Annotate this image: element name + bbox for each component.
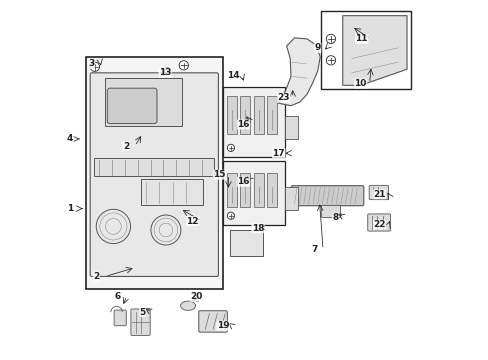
Text: 5: 5: [139, 308, 145, 317]
Bar: [253, 96, 263, 134]
Text: 13: 13: [159, 68, 171, 77]
Text: 11: 11: [355, 35, 367, 44]
Circle shape: [325, 56, 335, 65]
Text: 3: 3: [88, 59, 95, 68]
Bar: [230, 230, 263, 256]
Bar: [267, 173, 277, 207]
Bar: [105, 78, 182, 126]
Bar: [284, 187, 298, 210]
Circle shape: [325, 34, 335, 44]
Polygon shape: [342, 16, 406, 85]
Text: 10: 10: [354, 79, 366, 88]
Text: 7: 7: [310, 245, 317, 254]
FancyBboxPatch shape: [90, 73, 218, 276]
Bar: [240, 96, 250, 134]
Text: 16: 16: [237, 120, 249, 129]
FancyBboxPatch shape: [198, 311, 227, 332]
Circle shape: [227, 144, 234, 152]
Bar: [226, 173, 236, 207]
Text: 12: 12: [186, 217, 199, 226]
FancyBboxPatch shape: [131, 309, 150, 336]
Polygon shape: [278, 38, 320, 106]
Text: 17: 17: [272, 149, 285, 158]
Text: 9: 9: [314, 43, 320, 52]
Bar: [253, 173, 263, 207]
Text: 18: 18: [251, 224, 264, 233]
Bar: [223, 87, 284, 157]
Circle shape: [151, 215, 181, 245]
FancyBboxPatch shape: [368, 185, 387, 200]
Text: 15: 15: [213, 170, 225, 179]
Text: 2: 2: [93, 272, 99, 281]
Bar: [267, 96, 277, 134]
Bar: [94, 158, 214, 176]
Text: 19: 19: [216, 321, 229, 330]
Text: 16: 16: [237, 177, 249, 186]
Circle shape: [227, 212, 234, 219]
Bar: [223, 161, 284, 225]
Text: 6: 6: [114, 292, 121, 301]
Circle shape: [179, 61, 188, 70]
Circle shape: [90, 62, 99, 71]
Bar: [85, 57, 223, 289]
Bar: [226, 96, 236, 134]
FancyBboxPatch shape: [321, 205, 340, 217]
Text: 8: 8: [332, 213, 338, 222]
Ellipse shape: [180, 301, 195, 310]
Text: 22: 22: [372, 220, 385, 229]
FancyBboxPatch shape: [107, 88, 157, 123]
Bar: [284, 116, 298, 139]
Text: 1: 1: [67, 204, 73, 213]
Bar: [240, 173, 250, 207]
Bar: [321, 11, 410, 89]
Text: 4: 4: [67, 134, 73, 143]
FancyBboxPatch shape: [367, 214, 390, 231]
Text: 21: 21: [372, 190, 385, 199]
Text: 20: 20: [190, 292, 202, 301]
Circle shape: [96, 209, 130, 244]
Text: 23: 23: [277, 93, 289, 102]
Text: 14: 14: [226, 71, 239, 80]
Text: 2: 2: [122, 141, 129, 150]
FancyBboxPatch shape: [291, 186, 363, 206]
Bar: [141, 179, 203, 205]
FancyBboxPatch shape: [114, 310, 126, 326]
